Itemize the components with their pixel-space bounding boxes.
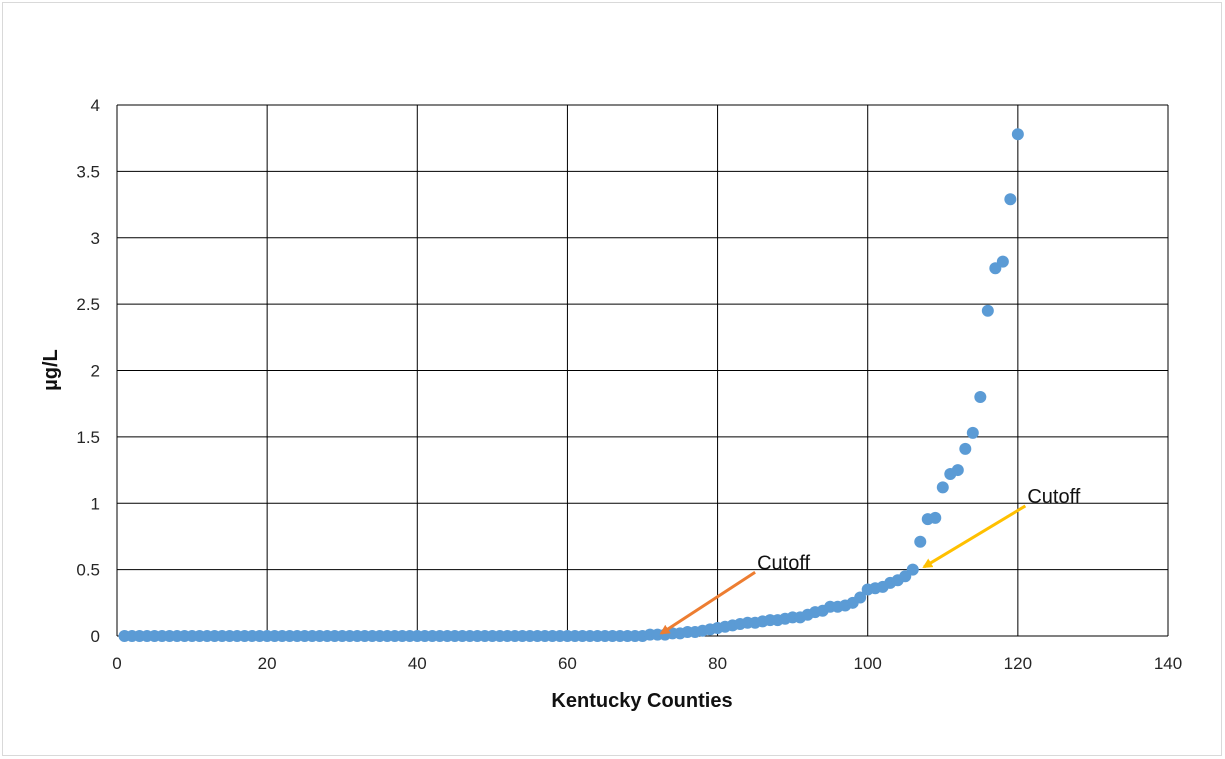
y-axis-title: µg/L [40, 349, 62, 391]
data-point [996, 255, 1009, 268]
cutoff-arrow [922, 504, 1027, 569]
y-tick-label: 3.5 [76, 162, 100, 181]
y-tick-label: 0 [91, 627, 100, 646]
cutoff-arrow [659, 571, 756, 635]
annotations: Cutoff Cutoff [659, 486, 1081, 635]
x-tick-label: 40 [408, 654, 427, 673]
y-tick-label: 2.5 [76, 295, 100, 314]
x-axis-title: Kentucky Counties [551, 690, 732, 712]
y-tick-label: 4 [91, 96, 100, 115]
x-tick-label: 0 [112, 654, 121, 673]
data-point [981, 304, 994, 317]
data-point [951, 464, 964, 477]
data-point [906, 563, 919, 576]
x-tick-label: 100 [854, 654, 882, 673]
data-point [914, 535, 927, 548]
y-tick-label: 1.5 [76, 428, 100, 447]
x-tick-label: 80 [708, 654, 727, 673]
y-tick-labels: 0 0.5 1 1.5 2 2.5 3 3.5 4 [76, 96, 100, 646]
x-tick-labels: 0 20 40 60 80 100 120 140 [112, 654, 1182, 673]
data-point [959, 442, 972, 455]
data-point [966, 426, 979, 439]
gridlines [116, 104, 1169, 637]
data-point [1004, 193, 1017, 206]
cutoff-label: Cutoff [1027, 486, 1080, 508]
x-tick-label: 20 [258, 654, 277, 673]
y-tick-label: 3 [91, 229, 100, 248]
cutoff-label: Cutoff [757, 552, 810, 574]
data-point [974, 391, 987, 404]
y-tick-label: 2 [91, 362, 100, 381]
data-point [929, 511, 942, 524]
data-point [854, 591, 867, 604]
x-tick-label: 60 [558, 654, 577, 673]
data-point [936, 481, 949, 494]
x-tick-label: 120 [1004, 654, 1032, 673]
y-tick-label: 0.5 [76, 561, 100, 580]
data-points [118, 128, 1024, 642]
y-tick-label: 1 [91, 494, 100, 513]
x-tick-label: 140 [1154, 654, 1182, 673]
data-point [1011, 128, 1024, 141]
